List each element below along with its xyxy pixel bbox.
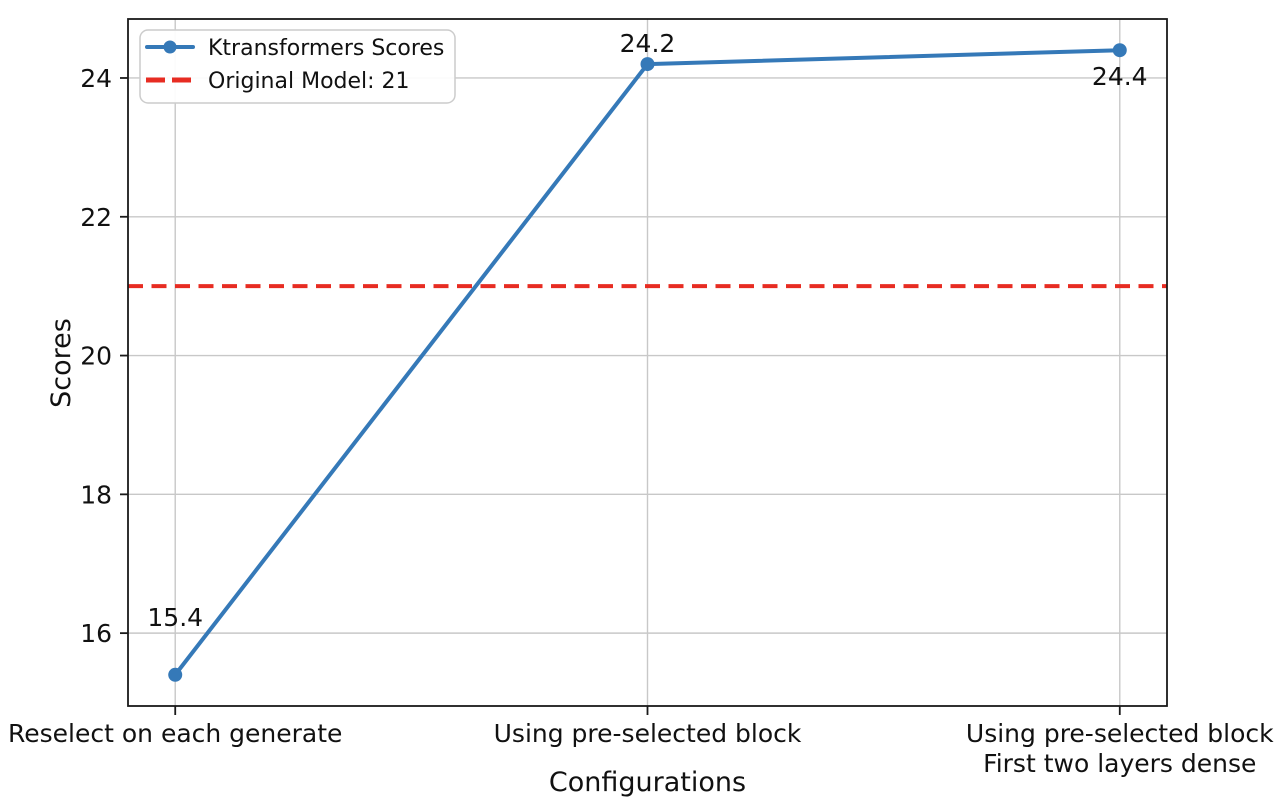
y-tick-label: 16 xyxy=(80,619,112,648)
y-tick-label: 18 xyxy=(80,480,112,509)
data-label: 15.4 xyxy=(147,603,203,632)
data-point-marker xyxy=(640,57,655,72)
y-tick-label: 24 xyxy=(80,64,112,93)
legend-label: Original Model: 21 xyxy=(208,69,410,94)
x-tick-label: Using pre-selected block xyxy=(494,719,802,748)
legend-label: Ktransformers Scores xyxy=(208,36,444,61)
y-tick-label: 20 xyxy=(80,342,112,371)
data-label: 24.4 xyxy=(1092,62,1148,91)
data-point-marker xyxy=(1112,43,1127,58)
legend: Ktransformers Scores Original Model: 21 xyxy=(139,29,456,104)
legend-series-marker xyxy=(163,40,177,54)
legend-box xyxy=(139,29,456,104)
data-label: 24.2 xyxy=(620,29,676,58)
x-axis-label: Configurations xyxy=(549,767,746,798)
y-axis-label: Scores xyxy=(46,318,77,408)
data-point-marker xyxy=(168,667,183,682)
y-tick-label: 22 xyxy=(80,203,112,232)
x-tick-label: Using pre-selected block First two layers… xyxy=(966,719,1274,778)
x-tick-label: Reselect on each generate xyxy=(8,719,342,748)
